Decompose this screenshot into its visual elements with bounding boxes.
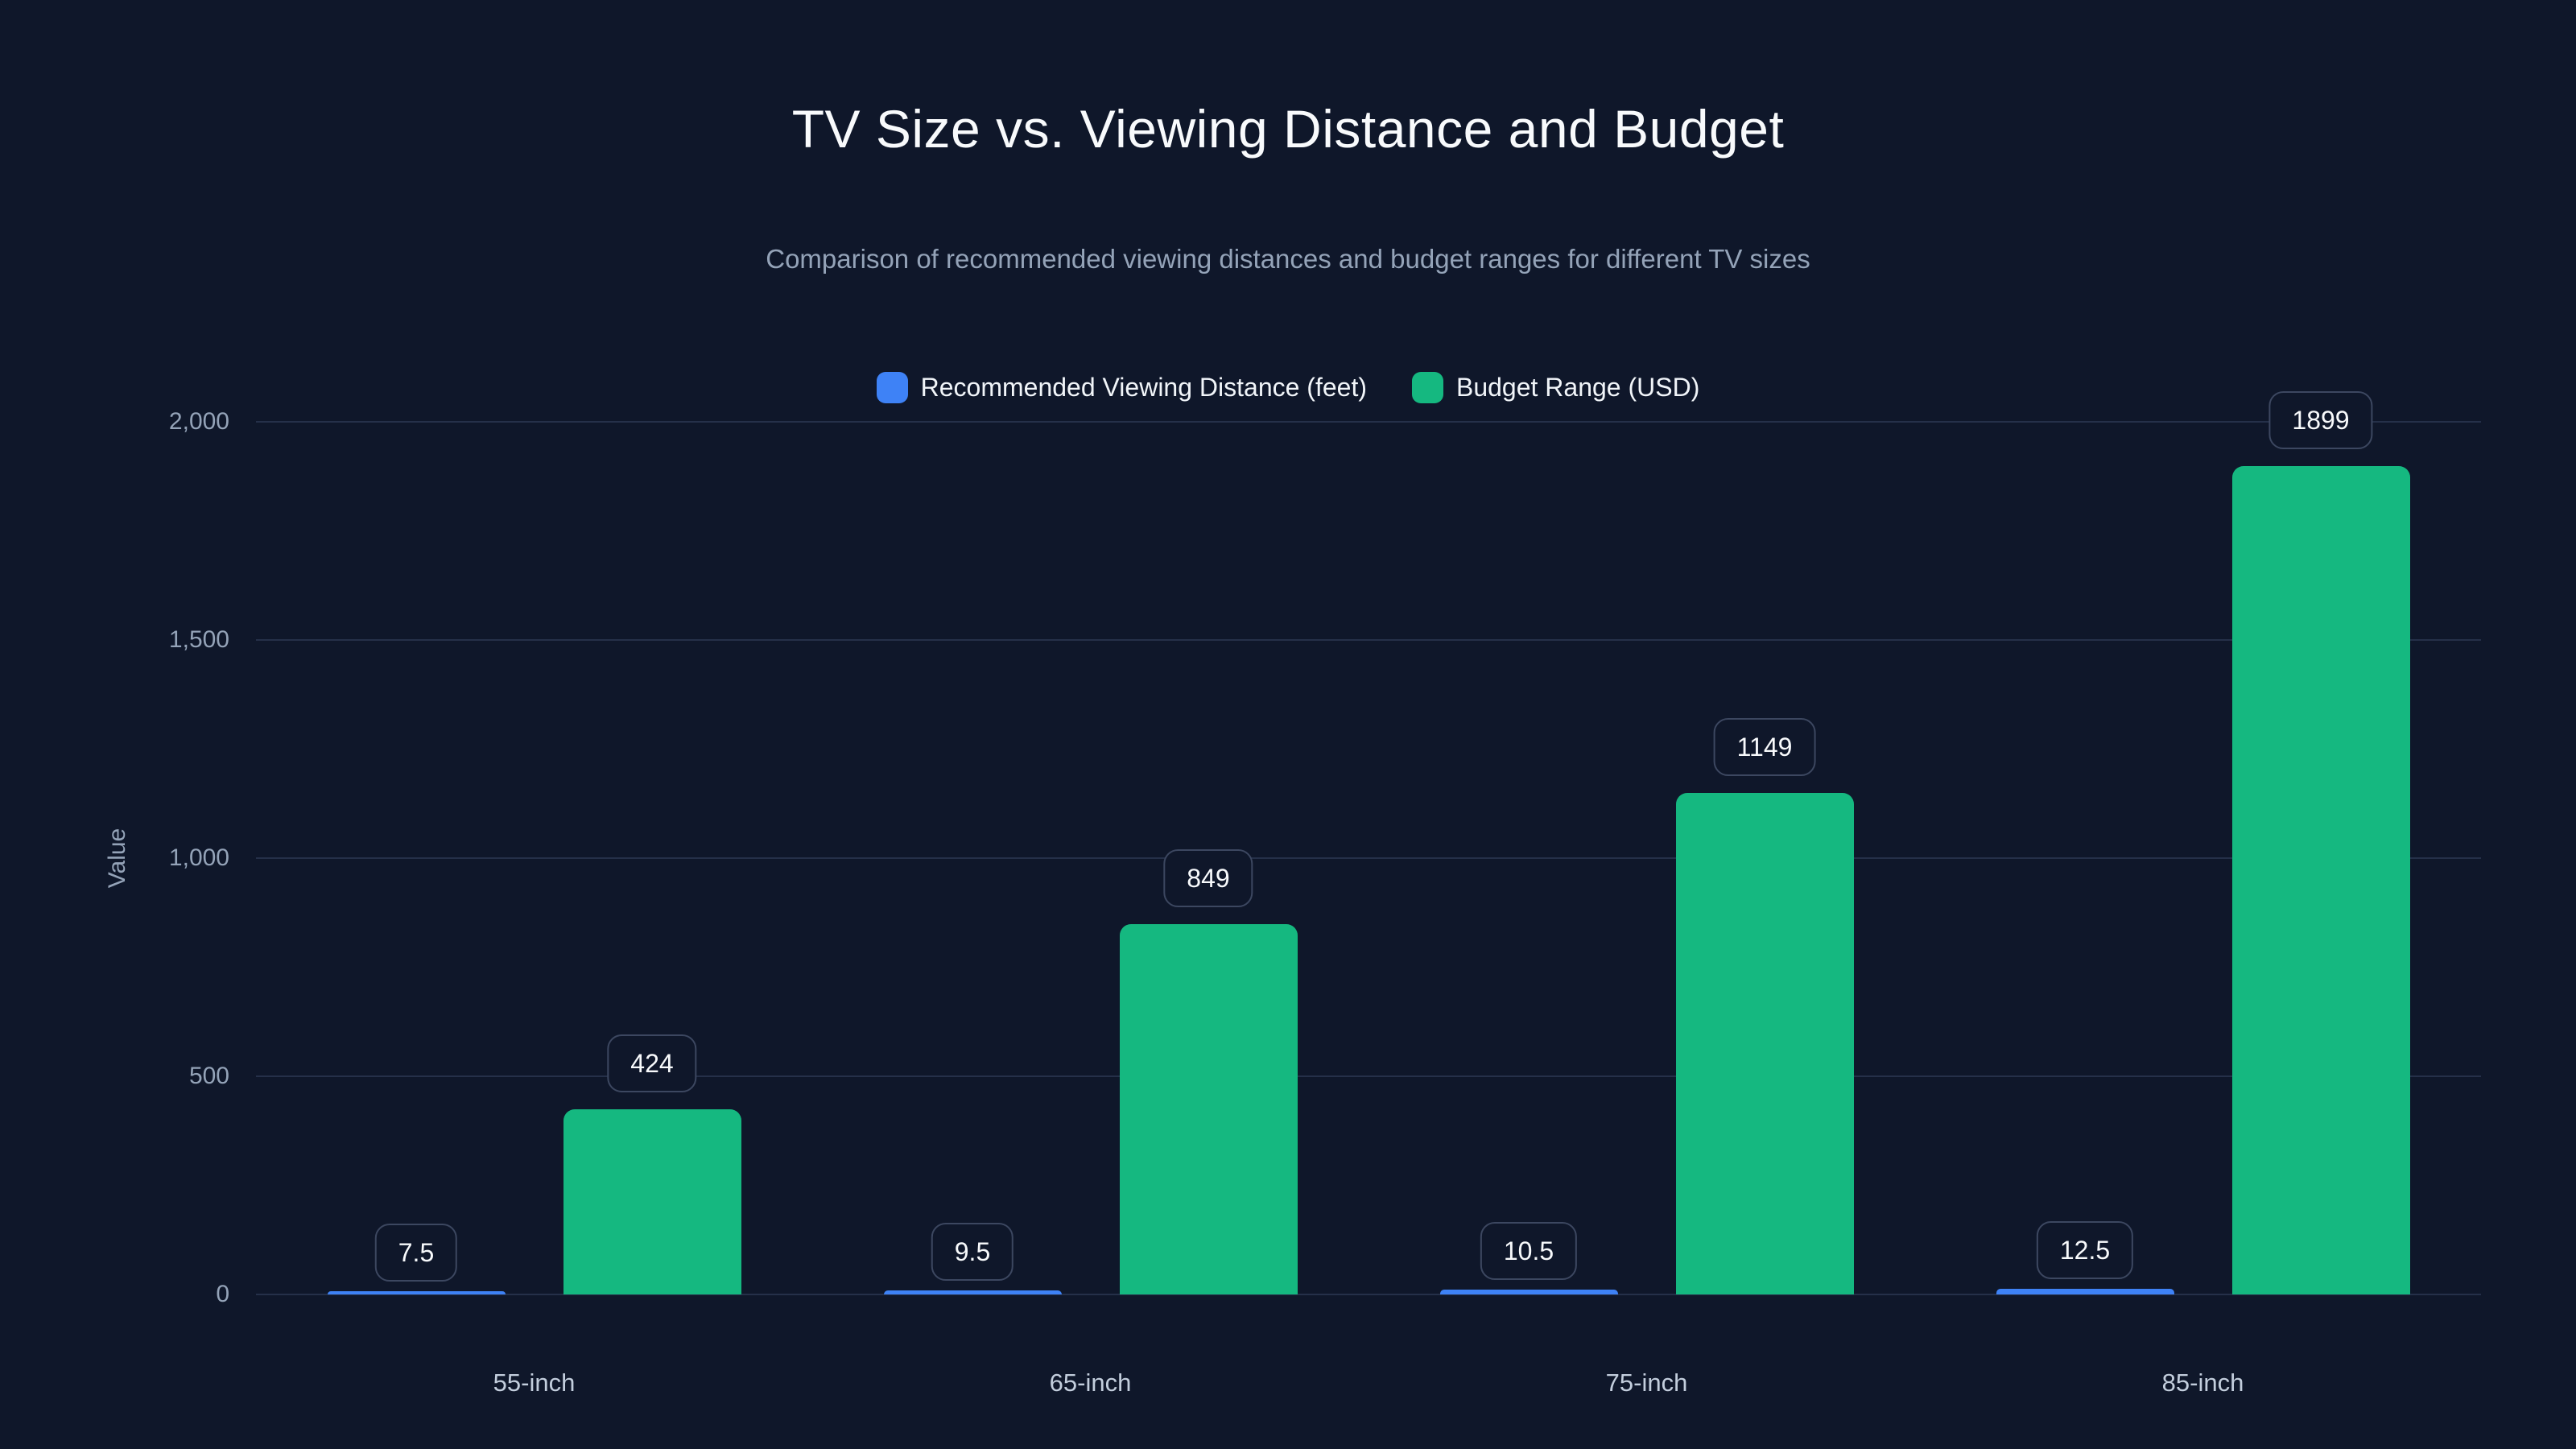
gridline <box>256 639 2481 641</box>
bar-85-inch-series-1[interactable] <box>2231 466 2410 1294</box>
value-label-85-inch-series-1: 1899 <box>2268 391 2373 449</box>
y-tick-label: 1,000 <box>168 844 229 871</box>
y-tick-label: 0 <box>216 1281 229 1307</box>
bar-75-inch-series-0[interactable] <box>1439 1290 1618 1294</box>
bar-75-inch-series-1[interactable] <box>1675 793 1854 1294</box>
gridline <box>256 1075 2481 1077</box>
value-label-65-inch-series-0: 9.5 <box>931 1223 1014 1281</box>
x-axis-label-65-inch: 65-inch <box>1049 1368 1132 1397</box>
legend-label: Budget Range (USD) <box>1455 373 1700 402</box>
legend-label: Recommended Viewing Distance (feet) <box>920 373 1367 402</box>
value-label-75-inch-series-0: 10.5 <box>1480 1222 1578 1280</box>
legend: Recommended Viewing Distance (feet) Budge… <box>0 372 2576 403</box>
x-axis-label-55-inch: 55-inch <box>493 1368 576 1397</box>
bar-85-inch-series-0[interactable] <box>1996 1289 2174 1294</box>
gridline <box>256 857 2481 859</box>
y-tick-label: 2,000 <box>168 408 229 435</box>
legend-item-series-0[interactable]: Recommended Viewing Distance (feet) <box>876 372 1367 403</box>
value-label-55-inch-series-1: 424 <box>607 1034 697 1092</box>
legend-item-series-1[interactable]: Budget Range (USD) <box>1411 372 1700 403</box>
y-tick-label: 1,500 <box>168 626 229 653</box>
legend-swatch-icon <box>876 372 908 403</box>
y-axis-title: Value <box>104 828 130 889</box>
gridline <box>256 421 2481 423</box>
legend-swatch-icon <box>1411 372 1443 403</box>
bar-65-inch-series-0[interactable] <box>883 1290 1062 1294</box>
bar-55-inch-series-1[interactable] <box>563 1109 741 1294</box>
chart-subtitle: Comparison of recommended viewing distan… <box>766 244 1810 274</box>
x-axis-label-75-inch: 75-inch <box>1605 1368 1688 1397</box>
x-axis-label-85-inch: 85-inch <box>2161 1368 2244 1397</box>
y-tick-label: 500 <box>188 1063 229 1089</box>
value-label-75-inch-series-1: 1149 <box>1713 718 1816 776</box>
value-label-85-inch-series-0: 12.5 <box>2036 1221 2134 1279</box>
x-axis-line <box>256 1294 2481 1295</box>
bar-55-inch-series-0[interactable] <box>327 1291 506 1294</box>
bar-65-inch-series-1[interactable] <box>1119 924 1298 1294</box>
value-label-55-inch-series-0: 7.5 <box>374 1224 458 1282</box>
value-label-65-inch-series-1: 849 <box>1163 849 1253 907</box>
chart-title: TV Size vs. Viewing Distance and Budget <box>791 99 1785 159</box>
